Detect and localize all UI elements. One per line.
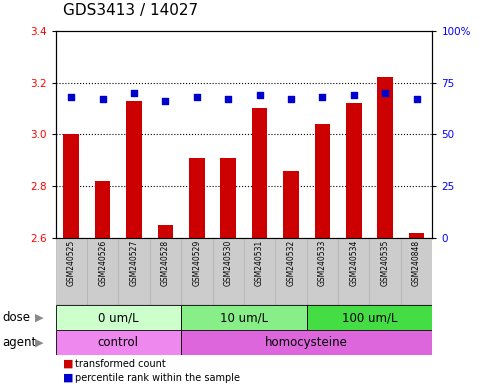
Text: dose: dose	[2, 311, 30, 324]
Text: GSM240531: GSM240531	[255, 240, 264, 286]
Point	[130, 90, 138, 96]
Bar	[220, 158, 236, 238]
Point	[382, 90, 389, 96]
Bar	[252, 109, 268, 238]
Bar	[56, 238, 87, 305]
Point	[350, 92, 357, 98]
Text: percentile rank within the sample: percentile rank within the sample	[75, 373, 240, 383]
Bar	[409, 233, 425, 238]
Text: 100 um/L: 100 um/L	[342, 311, 397, 324]
Bar	[181, 305, 307, 330]
Bar	[63, 134, 79, 238]
Bar	[307, 238, 338, 305]
Text: GSM240528: GSM240528	[161, 240, 170, 286]
Text: GSM240535: GSM240535	[381, 240, 390, 286]
Text: GSM240530: GSM240530	[224, 240, 233, 286]
Bar	[95, 181, 111, 238]
Bar	[56, 330, 181, 355]
Bar	[181, 238, 213, 305]
Bar	[275, 238, 307, 305]
Point	[319, 94, 327, 100]
Text: ▶: ▶	[35, 338, 44, 348]
Text: GSM240525: GSM240525	[67, 240, 76, 286]
Bar	[150, 238, 181, 305]
Text: control: control	[98, 336, 139, 349]
Point	[412, 96, 420, 102]
Text: agent: agent	[2, 336, 37, 349]
Text: 0 um/L: 0 um/L	[98, 311, 139, 324]
Bar	[369, 238, 401, 305]
Text: transformed count: transformed count	[75, 359, 166, 369]
Text: GSM240532: GSM240532	[286, 240, 296, 286]
Bar	[126, 101, 142, 238]
Bar	[157, 225, 173, 238]
Text: ▶: ▶	[35, 313, 44, 323]
Bar	[307, 305, 432, 330]
Text: GSM240848: GSM240848	[412, 240, 421, 286]
Text: 10 um/L: 10 um/L	[220, 311, 268, 324]
Bar	[189, 158, 205, 238]
Text: GSM240529: GSM240529	[192, 240, 201, 286]
Point	[287, 96, 295, 102]
Point	[193, 94, 201, 100]
Text: homocysteine: homocysteine	[265, 336, 348, 349]
Point	[68, 94, 75, 100]
Bar	[213, 238, 244, 305]
Text: GSM240533: GSM240533	[318, 240, 327, 286]
Bar	[181, 330, 432, 355]
Text: GSM240526: GSM240526	[98, 240, 107, 286]
Bar	[338, 238, 369, 305]
Bar	[87, 238, 118, 305]
Point	[161, 98, 170, 104]
Bar	[118, 238, 150, 305]
Bar	[377, 78, 393, 238]
Point	[99, 96, 107, 102]
Text: GSM240534: GSM240534	[349, 240, 358, 286]
Point	[224, 96, 232, 102]
Bar	[283, 171, 299, 238]
Bar	[314, 124, 330, 238]
Bar	[401, 238, 432, 305]
Text: ■: ■	[63, 359, 73, 369]
Text: ■: ■	[63, 373, 73, 383]
Bar	[56, 305, 181, 330]
Text: GSM240527: GSM240527	[129, 240, 139, 286]
Point	[256, 92, 264, 98]
Bar	[244, 238, 275, 305]
Bar	[346, 103, 362, 238]
Text: GDS3413 / 14027: GDS3413 / 14027	[63, 3, 198, 18]
